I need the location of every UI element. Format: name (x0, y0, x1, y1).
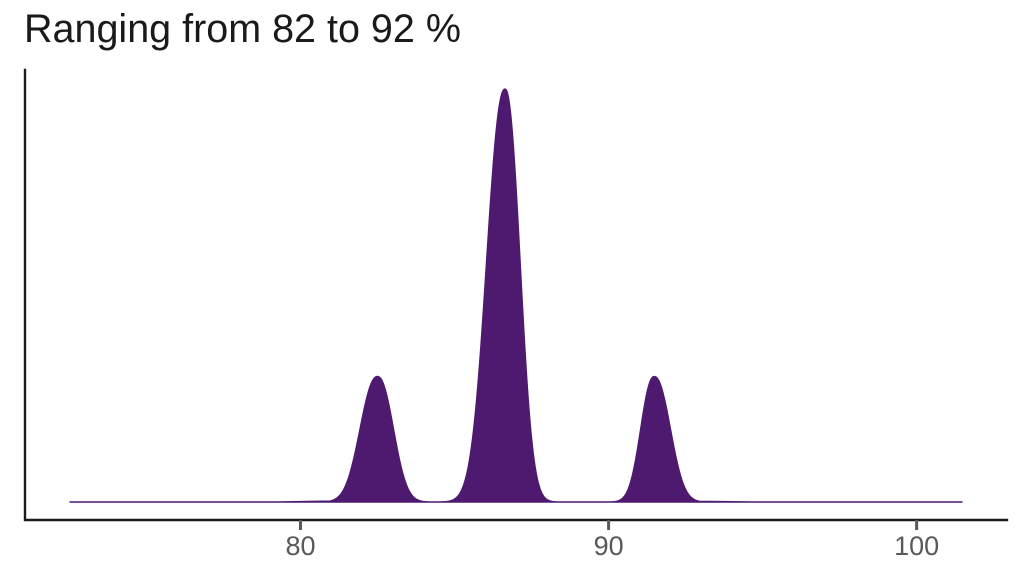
svg-text:100: 100 (894, 531, 939, 561)
svg-text:80: 80 (285, 531, 315, 561)
svg-text:90: 90 (594, 531, 624, 561)
